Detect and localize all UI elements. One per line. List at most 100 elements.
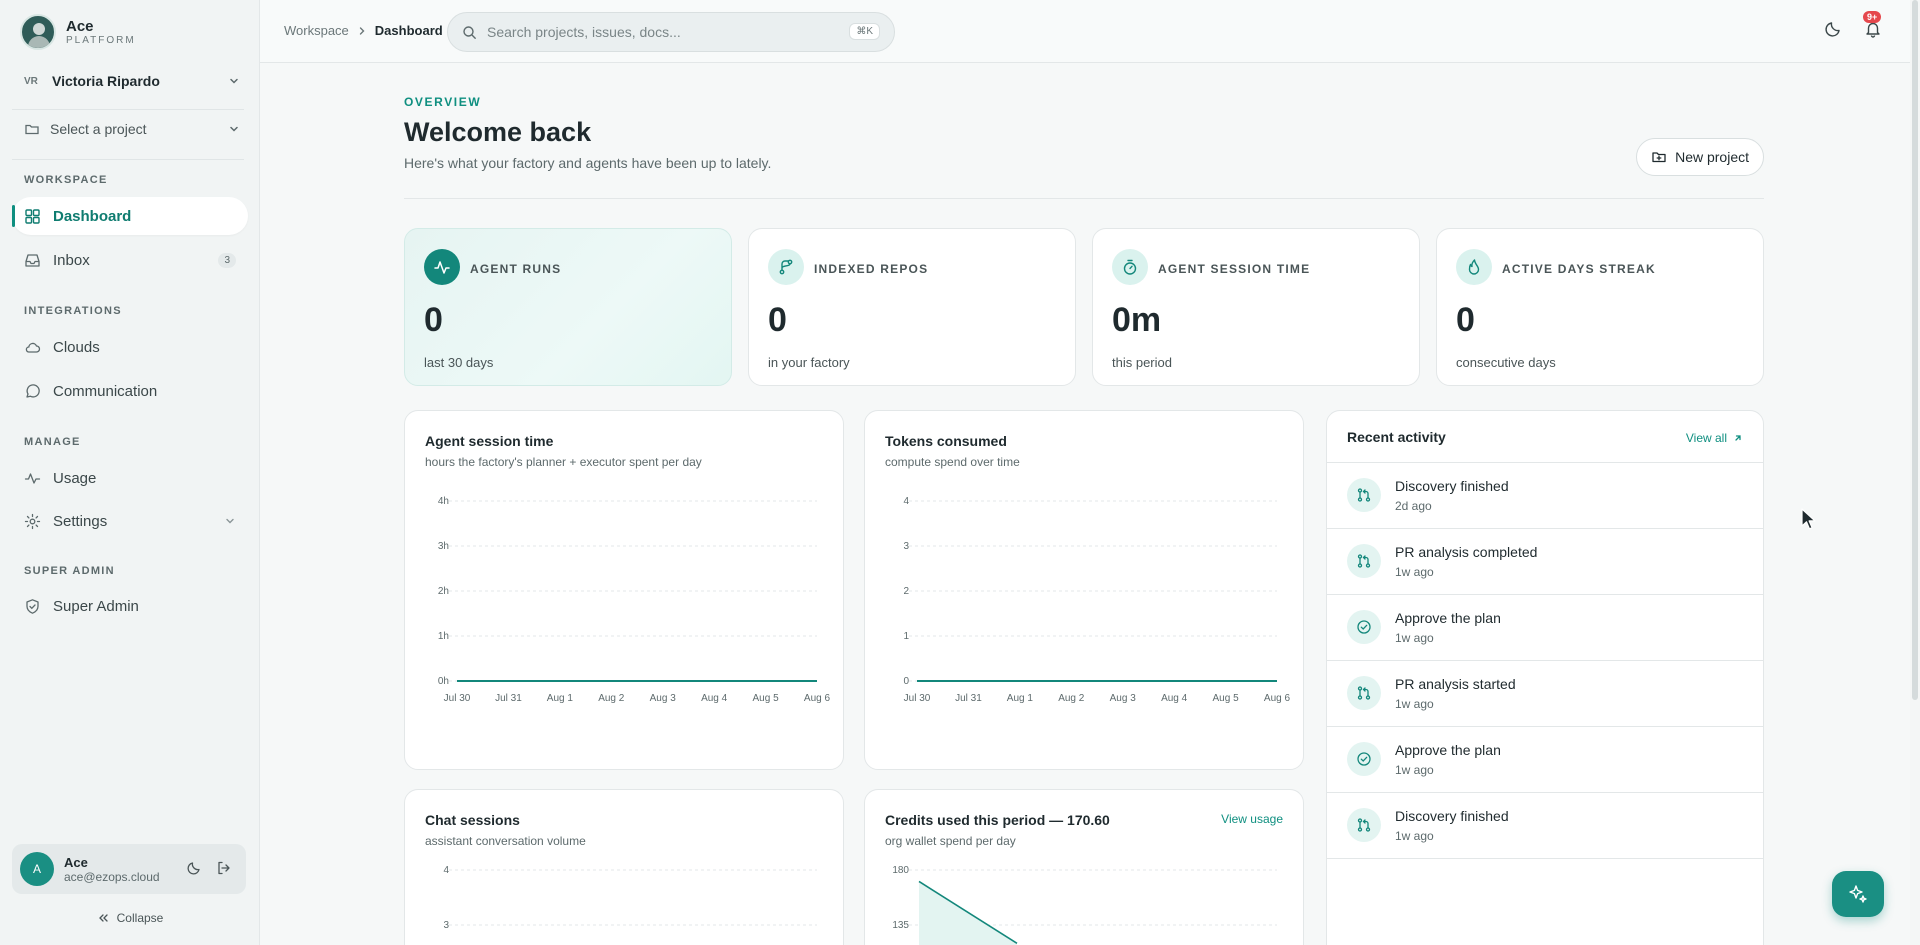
flame-icon	[1456, 249, 1492, 285]
sidebar-item-clouds[interactable]: Clouds	[12, 328, 248, 366]
card-subtitle: org wallet spend per day	[885, 834, 1016, 848]
activity-title: Approve the plan	[1395, 610, 1501, 626]
search-icon	[463, 25, 476, 39]
card-title: Tokens consumed	[885, 433, 1007, 449]
sidebar-item-label: Super Admin	[53, 597, 139, 615]
activity-time: 1w ago	[1395, 697, 1434, 711]
card-subtitle: assistant conversation volume	[425, 834, 586, 848]
sidebar: Ace PLATFORM VR Victoria Ripardo Select …	[0, 0, 260, 945]
account-card[interactable]: A Ace ace@ezops.cloud	[12, 844, 246, 894]
activity-time: 1w ago	[1395, 631, 1434, 645]
activity-item[interactable]: PR analysis started 1w ago	[1327, 661, 1763, 727]
brand[interactable]: Ace PLATFORM	[20, 14, 136, 50]
sidebar-item-inbox[interactable]: Inbox 3	[12, 241, 248, 279]
card-title: Recent activity	[1347, 429, 1446, 445]
sidebar-item-communication[interactable]: Communication	[12, 372, 248, 410]
stat-card-active-streak: ACTIVE DAYS STREAK 0 consecutive days	[1436, 228, 1764, 386]
moon-icon[interactable]	[1824, 20, 1842, 38]
activity-item[interactable]: Discovery finished 1w ago	[1327, 793, 1763, 859]
stat-value: 0	[1456, 301, 1475, 339]
activity-time: 1w ago	[1395, 763, 1434, 777]
user-selector[interactable]: VR Victoria Ripardo	[24, 67, 240, 95]
activity-title: PR analysis started	[1395, 676, 1516, 692]
search-bar[interactable]: ⌘K	[447, 12, 895, 52]
card-title: Chat sessions	[425, 812, 520, 828]
x-tick-label: Aug 6	[804, 693, 831, 704]
chevron-down-icon	[230, 126, 238, 132]
chevron-down-icon	[226, 518, 234, 524]
stat-card-agent-runs: AGENT RUNS 0 last 30 days	[404, 228, 732, 386]
mouse-cursor-icon	[1801, 508, 1816, 530]
breadcrumb-dashboard: Dashboard	[374, 23, 443, 38]
series-line	[918, 880, 1018, 945]
new-project-button[interactable]: New project	[1636, 138, 1764, 176]
x-tick-label: Aug 5	[1213, 693, 1240, 704]
x-tick-label: Jul 30	[444, 693, 471, 704]
breadcrumb: Workspace Dashboard	[284, 23, 443, 38]
chart-card-session-time: Agent session time hours the factory's p…	[404, 410, 844, 770]
y-tick-label: 2	[903, 586, 909, 597]
stat-caption: consecutive days	[1456, 355, 1556, 370]
view-usage-link[interactable]: View usage	[1221, 812, 1283, 826]
section-workspace: WORKSPACE	[24, 174, 108, 186]
project-selector[interactable]: Select a project	[24, 115, 240, 143]
search-input[interactable]	[487, 24, 847, 40]
breadcrumb-workspace[interactable]: Workspace	[284, 23, 349, 38]
scrollbar-thumb[interactable]	[1912, 0, 1918, 700]
notification-badge: 9+	[1863, 11, 1882, 23]
assistant-fab-button[interactable]	[1832, 871, 1884, 917]
card-subtitle: hours the factory's planner + executor s…	[425, 455, 702, 469]
gear-icon	[24, 513, 41, 529]
sidebar-item-settings[interactable]: Settings	[12, 502, 248, 540]
y-tick-label: 4	[443, 865, 449, 876]
project-selector-label: Select a project	[50, 121, 147, 137]
view-all-link[interactable]: View all	[1686, 431, 1743, 445]
check-circle-icon	[1347, 610, 1381, 644]
stat-label: ACTIVE DAYS STREAK	[1502, 262, 1656, 276]
moon-icon[interactable]	[186, 860, 202, 876]
logout-icon[interactable]	[216, 860, 232, 876]
git-pull-request-icon	[1347, 808, 1381, 842]
dashboard-icon	[25, 208, 40, 224]
y-tick-label: 1h	[438, 631, 449, 642]
inbox-count-badge: 3	[218, 252, 236, 268]
activity-item[interactable]: Approve the plan 1w ago	[1327, 595, 1763, 661]
timer-icon	[1112, 249, 1148, 285]
y-tick-label: 0	[903, 676, 909, 687]
stat-value: 0	[768, 301, 787, 339]
y-tick-label: 135	[892, 920, 909, 931]
divider	[12, 109, 244, 110]
sidebar-item-usage[interactable]: Usage	[12, 459, 248, 497]
activity-item[interactable]: PR analysis completed 1w ago	[1327, 529, 1763, 595]
sidebar-item-label: Usage	[53, 469, 97, 487]
x-tick-label: Aug 3	[650, 693, 677, 704]
sidebar-item-label: Settings	[53, 512, 108, 530]
shield-check-icon	[26, 598, 39, 614]
x-tick-label: Aug 2	[598, 693, 625, 704]
activity-icon	[24, 472, 41, 484]
collapse-button[interactable]: Collapse	[0, 908, 260, 928]
divider	[12, 159, 244, 160]
activity-item[interactable]: Approve the plan 1w ago	[1327, 727, 1763, 793]
credits-chart: 135 180	[892, 865, 1277, 945]
y-tick-label: 4h	[438, 496, 449, 507]
activity-item[interactable]: Discovery finished 2d ago	[1327, 463, 1763, 529]
sidebar-item-dashboard[interactable]: Dashboard	[12, 197, 248, 235]
collapse-label: Collapse	[116, 911, 164, 925]
section-manage: MANAGE	[24, 436, 81, 448]
scrollbar[interactable]	[1910, 0, 1920, 945]
bell-icon[interactable]	[1864, 20, 1882, 38]
x-tick-label: Aug 6	[1264, 693, 1291, 704]
y-tick-label: 2h	[438, 586, 449, 597]
card-title: Agent session time	[425, 433, 554, 449]
page-subtitle: Here's what your factory and agents have…	[404, 155, 772, 171]
activity-time: 1w ago	[1395, 829, 1434, 843]
stat-label: AGENT SESSION TIME	[1158, 262, 1311, 276]
folder-icon	[25, 124, 39, 135]
check-circle-icon	[1347, 742, 1381, 776]
stat-label: INDEXED REPOS	[814, 262, 929, 276]
message-circle-icon	[26, 383, 40, 398]
git-pull-request-icon	[1347, 544, 1381, 578]
sidebar-item-super-admin[interactable]: Super Admin	[12, 587, 248, 625]
sidebar-item-label: Dashboard	[53, 207, 132, 225]
